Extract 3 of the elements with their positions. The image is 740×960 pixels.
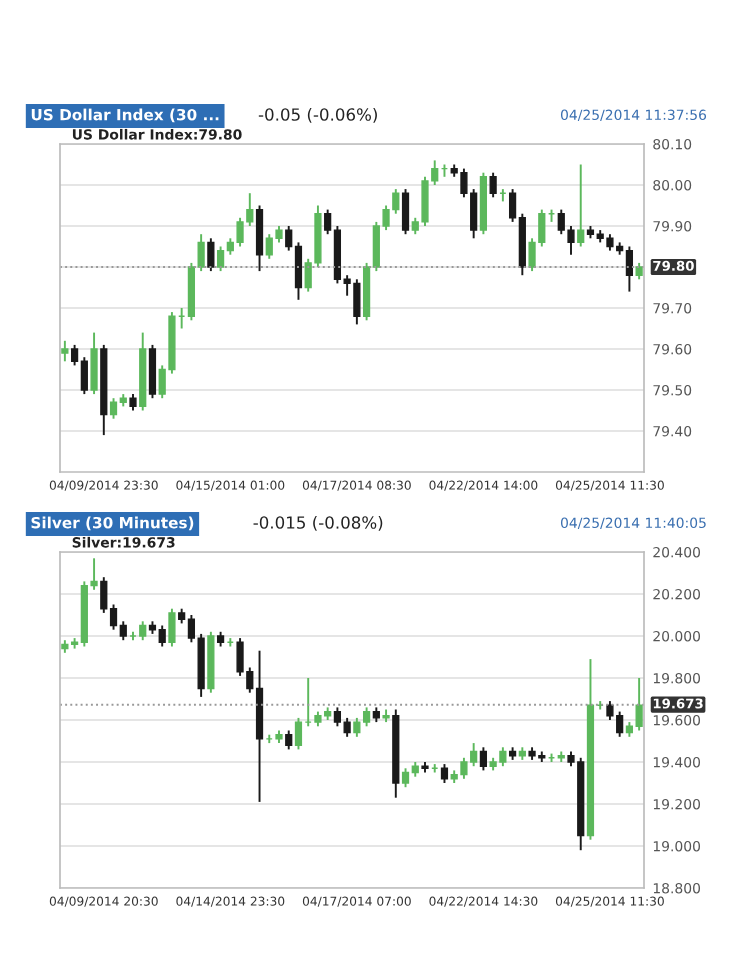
chart-subtitle: -0.05 (-0.06%) [258,107,377,123]
candlestick [382,708,390,724]
chart-subtitle: -0.015 (-0.08%) [253,515,383,531]
